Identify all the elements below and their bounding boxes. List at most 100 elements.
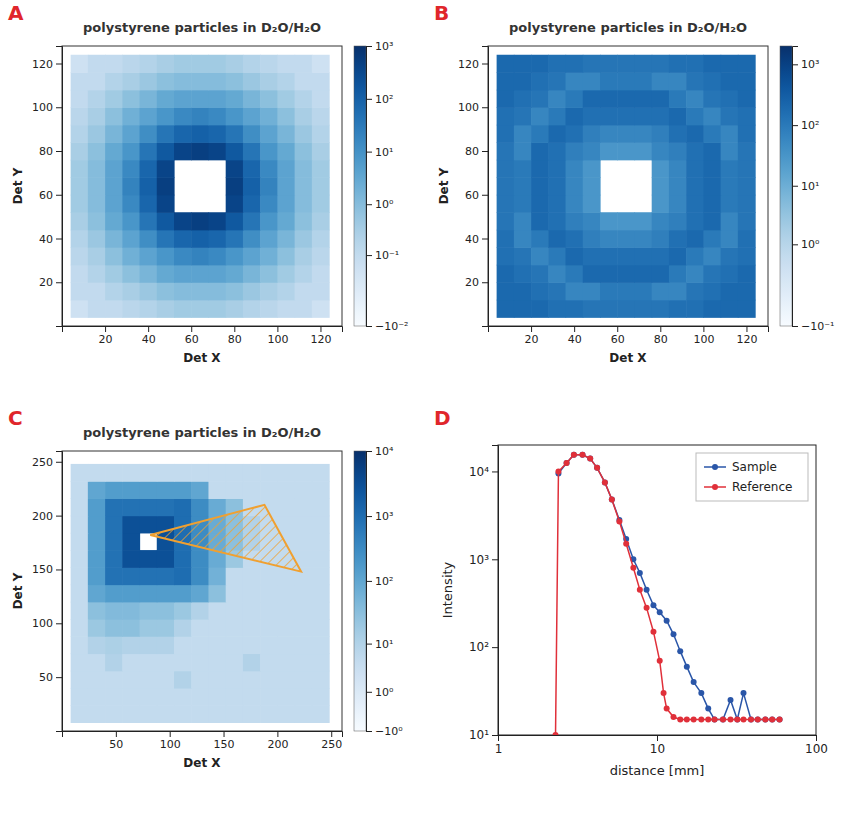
cell: [140, 653, 158, 671]
cell: [497, 230, 515, 248]
tick-mark: [277, 326, 278, 332]
cell: [191, 671, 209, 689]
cell: [191, 602, 209, 620]
series-point: [705, 717, 711, 723]
series-point: [609, 496, 615, 502]
cell: [497, 142, 515, 160]
cell: [243, 212, 261, 230]
cell: [652, 177, 670, 195]
x-axis-title: distance [mm]: [610, 763, 705, 778]
tick-mark: [331, 731, 332, 737]
cell: [88, 550, 106, 568]
plot-background: [62, 451, 342, 731]
cell: [277, 125, 295, 143]
cell: [686, 107, 704, 125]
cell: [71, 619, 89, 637]
cell: [277, 282, 295, 300]
cell: [122, 55, 140, 73]
cell: [88, 688, 106, 706]
tick: 10⁴: [469, 465, 498, 479]
tick-label: 100: [32, 617, 53, 630]
cell: [157, 160, 175, 178]
cell: [295, 300, 313, 318]
plot-frame: [488, 46, 768, 326]
cell: [669, 142, 687, 160]
tick: −10⁻¹: [792, 320, 834, 333]
cell: [669, 195, 687, 213]
cell: [634, 212, 652, 230]
legend-swatch: [712, 464, 718, 470]
tick-mark: [277, 731, 278, 737]
cell: [157, 688, 175, 706]
cell: [122, 72, 140, 90]
cell: [721, 72, 739, 90]
cell: [71, 142, 89, 160]
cell: [634, 300, 652, 318]
cell: [721, 90, 739, 108]
cell: [191, 498, 209, 516]
tick-mark: [56, 516, 62, 517]
cell: [71, 688, 89, 706]
cell: [295, 688, 313, 706]
cell: [652, 90, 670, 108]
tick-label: 100: [160, 738, 181, 751]
cell: [208, 671, 226, 689]
series-point: [553, 732, 559, 735]
cell: [277, 195, 295, 213]
cell: [88, 142, 106, 160]
cell: [88, 636, 106, 654]
tick: 10¹: [366, 638, 393, 651]
cell: [105, 212, 123, 230]
tick: 50: [39, 671, 62, 684]
tick-mark: [746, 326, 747, 332]
cell: [71, 160, 89, 178]
tick-label: 10²: [469, 640, 489, 654]
tick-label: 60: [611, 333, 625, 346]
cell: [191, 282, 209, 300]
cell: [243, 107, 261, 125]
cell: [71, 550, 89, 568]
tick-mark: [56, 151, 62, 152]
cell: [140, 107, 158, 125]
cell: [243, 636, 261, 654]
cell: [174, 567, 192, 585]
tick-label: 100: [458, 101, 479, 114]
cell: [312, 671, 330, 689]
tick-mark: [816, 735, 817, 741]
cell: [208, 142, 226, 160]
cell: [277, 688, 295, 706]
cell: [191, 230, 209, 248]
cell: [208, 567, 226, 585]
cell: [497, 107, 515, 125]
tick: 20: [39, 276, 62, 289]
series-point: [755, 717, 761, 723]
cell: [122, 636, 140, 654]
cell: [260, 247, 278, 265]
cell: [208, 107, 226, 125]
series-point: [748, 717, 754, 723]
panel-title: polystyrene particles in D₂O/H₂O: [83, 425, 321, 440]
cell: [738, 72, 756, 90]
cell: [226, 619, 244, 637]
cell: [295, 282, 313, 300]
series-point: [671, 714, 677, 720]
tick-mark: [492, 471, 498, 472]
cell: [157, 55, 175, 73]
legend-label: Reference: [732, 480, 792, 494]
cell: [652, 72, 670, 90]
cell: [295, 602, 313, 620]
cell: [105, 688, 123, 706]
tick: 60: [185, 326, 199, 346]
series-point: [691, 717, 697, 723]
tick-mark: [366, 692, 372, 693]
cell: [243, 688, 261, 706]
cell: [277, 230, 295, 248]
series-point: [602, 479, 608, 485]
cell: [497, 160, 515, 178]
cell: [122, 247, 140, 265]
tick-label: 20: [525, 333, 539, 346]
axis-line: [56, 47, 63, 327]
y-axis-title: Det Y: [11, 572, 25, 609]
tick-mark: [320, 326, 321, 332]
cell: [634, 282, 652, 300]
